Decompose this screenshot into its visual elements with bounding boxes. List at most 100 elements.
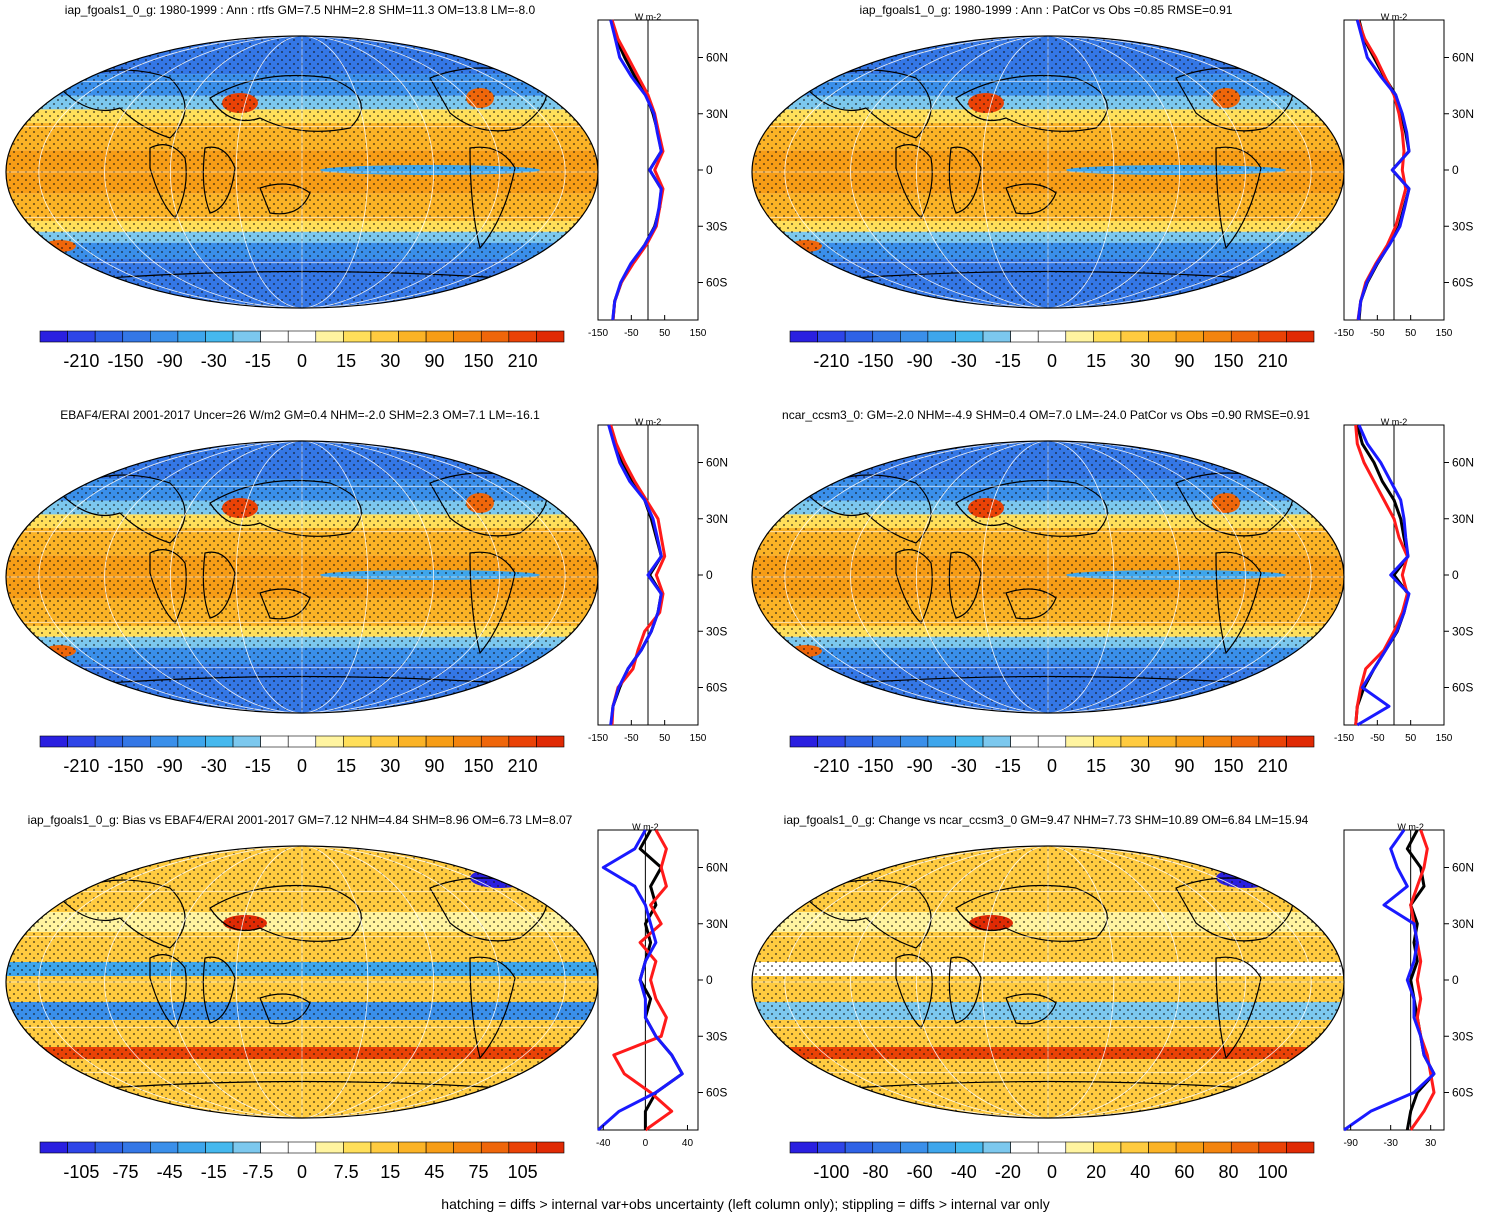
colorbar-label: 15 xyxy=(1086,756,1106,776)
colorbar-label: 90 xyxy=(1174,351,1194,371)
colorbar-label: -80 xyxy=(862,1162,888,1182)
colorbar-label: -90 xyxy=(907,756,933,776)
world-map xyxy=(751,440,1345,714)
colorbar: -210 -150 -90 -30 -15 0 15 30 90 150 210 xyxy=(789,735,1315,776)
profile-ytick: 60N xyxy=(1452,456,1474,470)
figure-footnote: hatching = diffs > internal var+obs unce… xyxy=(441,1196,1050,1212)
panel-title: ncar_ccsm3_0: GM=-2.0 NHM=-4.9 SHM=0.4 O… xyxy=(782,408,1310,422)
zonal-profile: W m-2 60N 30N 0 30S 60S -150 -50 50 150 xyxy=(1334,417,1474,744)
profile-ytick: 0 xyxy=(706,163,713,177)
profile-ytick: 30N xyxy=(1452,917,1474,931)
colorbar-label: 75 xyxy=(468,1162,488,1182)
panel-title: iap_fgoals1_0_g: Bias vs EBAF4/ERAI 2001… xyxy=(27,813,573,827)
profile-ytick: 0 xyxy=(706,973,713,987)
profile-ytick: 30S xyxy=(1452,219,1473,233)
profile-ytick: 0 xyxy=(1452,973,1459,987)
colorbar-label: 150 xyxy=(463,756,493,776)
profile-ytick: 30N xyxy=(706,917,728,931)
panel-1: iap_fgoals1_0_g: 1980-1999 : Ann : rtfs … xyxy=(0,0,745,405)
profile-xtick: -50 xyxy=(1370,328,1385,339)
colorbar-label: 30 xyxy=(380,351,400,371)
colorbar-label: 45 xyxy=(424,1162,444,1182)
colorbar-label: -150 xyxy=(107,351,143,371)
profile-ytick: 30N xyxy=(706,512,728,526)
profile-xtick: 150 xyxy=(1436,328,1453,339)
profile-xtick: -50 xyxy=(624,328,639,339)
profile-ytick: 30S xyxy=(706,1029,727,1043)
world-map xyxy=(751,35,1345,309)
panel-3: EBAF4/ERAI 2001-2017 Uncer=26 W/m2 GM=0.… xyxy=(0,405,745,810)
world-map xyxy=(751,845,1345,1119)
panel-title: iap_fgoals1_0_g: Change vs ncar_ccsm3_0 … xyxy=(783,813,1309,827)
profile-series-blue xyxy=(607,424,663,726)
colorbar-label: -105 xyxy=(63,1162,99,1182)
colorbar-label: 15 xyxy=(1086,351,1106,371)
colorbar-label: -15 xyxy=(995,756,1021,776)
colorbar-label: -90 xyxy=(157,351,183,371)
world-map xyxy=(5,845,599,1119)
colorbar-label: -150 xyxy=(857,756,893,776)
profile-ytick: 60N xyxy=(1452,51,1474,65)
colorbar-label: 7.5 xyxy=(334,1162,359,1182)
profile-ytick: 60S xyxy=(1452,276,1473,290)
colorbar-label: -90 xyxy=(157,756,183,776)
zonal-profile: W m-2 60N 30N 0 30S 60S -150 -50 50 150 xyxy=(1334,12,1474,339)
colorbar-label: -90 xyxy=(907,351,933,371)
colorbar-label: -20 xyxy=(995,1162,1021,1182)
colorbar-label: -100 xyxy=(813,1162,849,1182)
zonal-profile: W m-2 60N 30N 0 30S 60S -90 -30 30 xyxy=(1343,822,1474,1149)
panel-title: EBAF4/ERAI 2001-2017 Uncer=26 W/m2 GM=0.… xyxy=(60,408,540,422)
colorbar-label: -150 xyxy=(857,351,893,371)
profile-ytick: 60N xyxy=(1452,861,1474,875)
zonal-profile: W m-2 60N 30N 0 30S 60S -40 0 40 xyxy=(596,822,728,1149)
profile-xtick: -50 xyxy=(624,733,639,744)
colorbar-label: 0 xyxy=(1047,351,1057,371)
profile-xtick: 50 xyxy=(659,328,671,339)
profile-ytick: 30S xyxy=(1452,624,1473,638)
panel-4: ncar_ccsm3_0: GM=-2.0 NHM=-4.9 SHM=0.4 O… xyxy=(746,405,1491,810)
profile-unit: W m-2 xyxy=(1381,417,1408,427)
profile-unit: W m-2 xyxy=(1381,12,1408,22)
colorbar-label: 90 xyxy=(424,756,444,776)
colorbar-label: 30 xyxy=(1130,756,1150,776)
profile-unit: W m-2 xyxy=(1397,822,1424,832)
colorbar-label: 90 xyxy=(424,351,444,371)
profile-xtick: -150 xyxy=(1334,328,1354,339)
colorbar-label: 0 xyxy=(297,351,307,371)
colorbar-label: -210 xyxy=(813,351,849,371)
profile-ytick: 60S xyxy=(706,1086,727,1100)
profile-ytick: 30S xyxy=(706,624,727,638)
profile-xtick: -90 xyxy=(1343,1138,1358,1149)
zonal-profile: W m-2 60N 30N 0 30S 60S -150 -50 50 150 xyxy=(588,417,728,744)
colorbar-label: 60 xyxy=(1174,1162,1194,1182)
profile-unit: W m-2 xyxy=(632,822,659,832)
colorbar-label: 100 xyxy=(1258,1162,1288,1182)
profile-unit: W m-2 xyxy=(635,12,662,22)
colorbar-label: -60 xyxy=(907,1162,933,1182)
colorbar-label: 150 xyxy=(463,351,493,371)
colorbar-label: 210 xyxy=(1258,756,1288,776)
colorbar: -210 -150 -90 -30 -15 0 15 30 90 150 210 xyxy=(789,330,1315,371)
profile-ytick: 30N xyxy=(706,107,728,121)
profile-series-red xyxy=(612,829,674,1132)
profile-ytick: 0 xyxy=(1452,568,1459,582)
colorbar-label: 15 xyxy=(336,351,356,371)
profile-series-red xyxy=(609,424,667,726)
profile-series-blue xyxy=(597,829,684,1132)
profile-xtick: 150 xyxy=(1436,733,1453,744)
profile-ytick: 60S xyxy=(1452,1086,1473,1100)
colorbar-label: -15 xyxy=(995,351,1021,371)
profile-ytick: 60S xyxy=(706,276,727,290)
colorbar-label: 30 xyxy=(1130,351,1150,371)
colorbar-label: 20 xyxy=(1086,1162,1106,1182)
profile-series-blue xyxy=(1356,424,1411,727)
profile-xtick: -40 xyxy=(596,1138,611,1149)
profile-ytick: 60N xyxy=(706,861,728,875)
colorbar-label: -45 xyxy=(157,1162,183,1182)
profile-ytick: 30N xyxy=(1452,107,1474,121)
colorbar-label: -210 xyxy=(813,756,849,776)
profile-series-red xyxy=(610,19,665,321)
colorbar-label: 40 xyxy=(1130,1162,1150,1182)
colorbar-label: 90 xyxy=(1174,756,1194,776)
profile-xtick: -150 xyxy=(1334,733,1354,744)
